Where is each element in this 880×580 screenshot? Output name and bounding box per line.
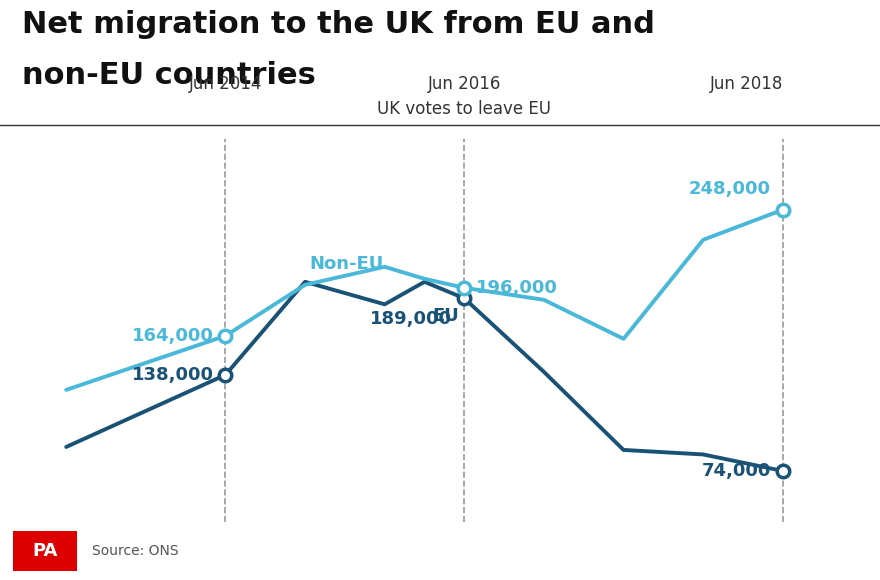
- Text: Net migration to the UK from EU and: Net migration to the UK from EU and: [22, 10, 655, 39]
- Text: 196,000: 196,000: [476, 279, 558, 297]
- Text: non-EU countries: non-EU countries: [22, 61, 316, 90]
- Text: Non-EU: Non-EU: [309, 255, 384, 273]
- Text: 74,000: 74,000: [701, 462, 771, 480]
- Text: PA: PA: [33, 542, 57, 560]
- Text: 138,000: 138,000: [131, 366, 214, 384]
- FancyBboxPatch shape: [13, 531, 77, 571]
- Text: 164,000: 164,000: [132, 327, 214, 345]
- Text: 248,000: 248,000: [689, 180, 771, 198]
- Text: Jun 2014: Jun 2014: [189, 75, 262, 93]
- Text: EU: EU: [432, 307, 459, 325]
- Text: Jun 2016: Jun 2016: [428, 75, 501, 93]
- Text: Source: ONS: Source: ONS: [92, 544, 179, 558]
- Text: Jun 2018: Jun 2018: [709, 75, 783, 93]
- Text: UK votes to leave EU: UK votes to leave EU: [378, 100, 551, 118]
- Text: 189,000: 189,000: [370, 310, 452, 328]
